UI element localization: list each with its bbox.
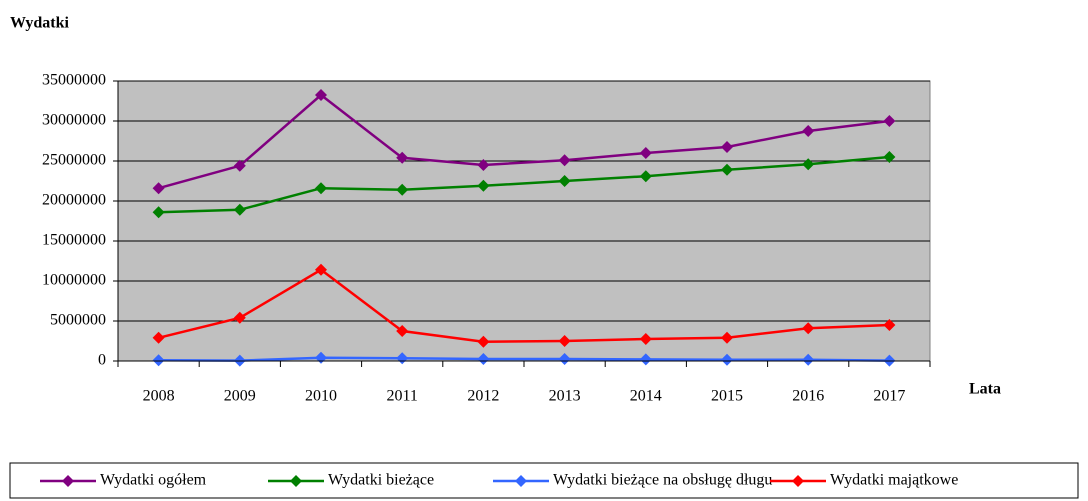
x-tick-label: 2008 bbox=[143, 388, 175, 405]
legend-marker bbox=[62, 475, 74, 487]
x-tick-label: 2009 bbox=[224, 388, 256, 405]
point-marker bbox=[477, 179, 490, 192]
point-marker bbox=[233, 159, 246, 172]
point-marker bbox=[477, 335, 490, 348]
legend-label: Wydatki majątkowe bbox=[830, 472, 958, 489]
point-marker bbox=[721, 353, 733, 366]
x-tick-label: 2015 bbox=[711, 388, 743, 405]
point-marker bbox=[883, 319, 896, 331]
point-marker bbox=[802, 322, 815, 335]
point-marker bbox=[558, 335, 571, 347]
series-line bbox=[158, 93, 890, 190]
point-marker bbox=[152, 206, 165, 219]
point-marker bbox=[639, 170, 652, 183]
point-marker bbox=[396, 183, 409, 196]
point-marker bbox=[558, 353, 571, 365]
point-marker bbox=[315, 89, 327, 101]
point-marker bbox=[152, 354, 165, 367]
x-tick-label: 2012 bbox=[467, 388, 499, 405]
point-marker bbox=[477, 159, 490, 171]
legend-label: Wydatki bieżące bbox=[328, 472, 434, 489]
legend-marker bbox=[290, 475, 302, 487]
x-tick-label: 2017 bbox=[873, 388, 905, 405]
x-tick-label: 2016 bbox=[792, 388, 824, 405]
point-marker bbox=[721, 141, 733, 153]
point-marker bbox=[639, 333, 652, 345]
y-tick-label: 25000000 bbox=[42, 152, 106, 169]
x-axis-label: Lata bbox=[969, 381, 1001, 398]
point-marker bbox=[721, 163, 733, 176]
y-tick-label: 0 bbox=[98, 352, 106, 369]
series-line bbox=[158, 268, 890, 344]
plot-area bbox=[117, 80, 931, 362]
point-marker bbox=[477, 353, 490, 365]
point-marker bbox=[152, 182, 165, 195]
x-tick-label: 2011 bbox=[386, 388, 417, 405]
y-tick-label: 20000000 bbox=[42, 192, 106, 209]
series-line bbox=[158, 356, 890, 362]
y-tick-label: 30000000 bbox=[42, 112, 106, 129]
legend-marker bbox=[515, 475, 527, 487]
point-marker bbox=[883, 115, 896, 127]
y-tick-label: 35000000 bbox=[42, 72, 106, 89]
x-tick-label: 2013 bbox=[549, 388, 581, 405]
x-tick-label: 2014 bbox=[630, 388, 662, 405]
point-marker bbox=[639, 147, 652, 159]
y-tick-label: 5000000 bbox=[50, 312, 106, 329]
point-marker bbox=[233, 311, 246, 324]
point-marker bbox=[558, 175, 571, 187]
chart-title: Wydatki bbox=[10, 15, 70, 32]
point-marker bbox=[152, 331, 165, 344]
point-marker bbox=[802, 158, 815, 171]
point-marker bbox=[883, 151, 896, 163]
point-marker bbox=[558, 154, 571, 167]
legend-label: Wydatki bieżące na obsługę długu bbox=[553, 472, 772, 489]
point-marker bbox=[639, 353, 652, 366]
point-marker bbox=[315, 182, 327, 195]
point-marker bbox=[721, 331, 733, 344]
point-marker bbox=[802, 125, 815, 137]
point-marker bbox=[315, 263, 327, 276]
y-tick-label: 15000000 bbox=[42, 232, 106, 249]
point-marker bbox=[396, 325, 409, 337]
series-line bbox=[158, 155, 890, 214]
legend-label: Wydatki ogółem bbox=[100, 472, 207, 489]
legend-marker bbox=[792, 475, 804, 487]
point-marker bbox=[396, 151, 409, 164]
y-tick-label: 10000000 bbox=[42, 272, 106, 289]
point-marker bbox=[233, 203, 246, 216]
point-marker bbox=[802, 353, 815, 366]
x-tick-label: 2010 bbox=[305, 388, 337, 405]
